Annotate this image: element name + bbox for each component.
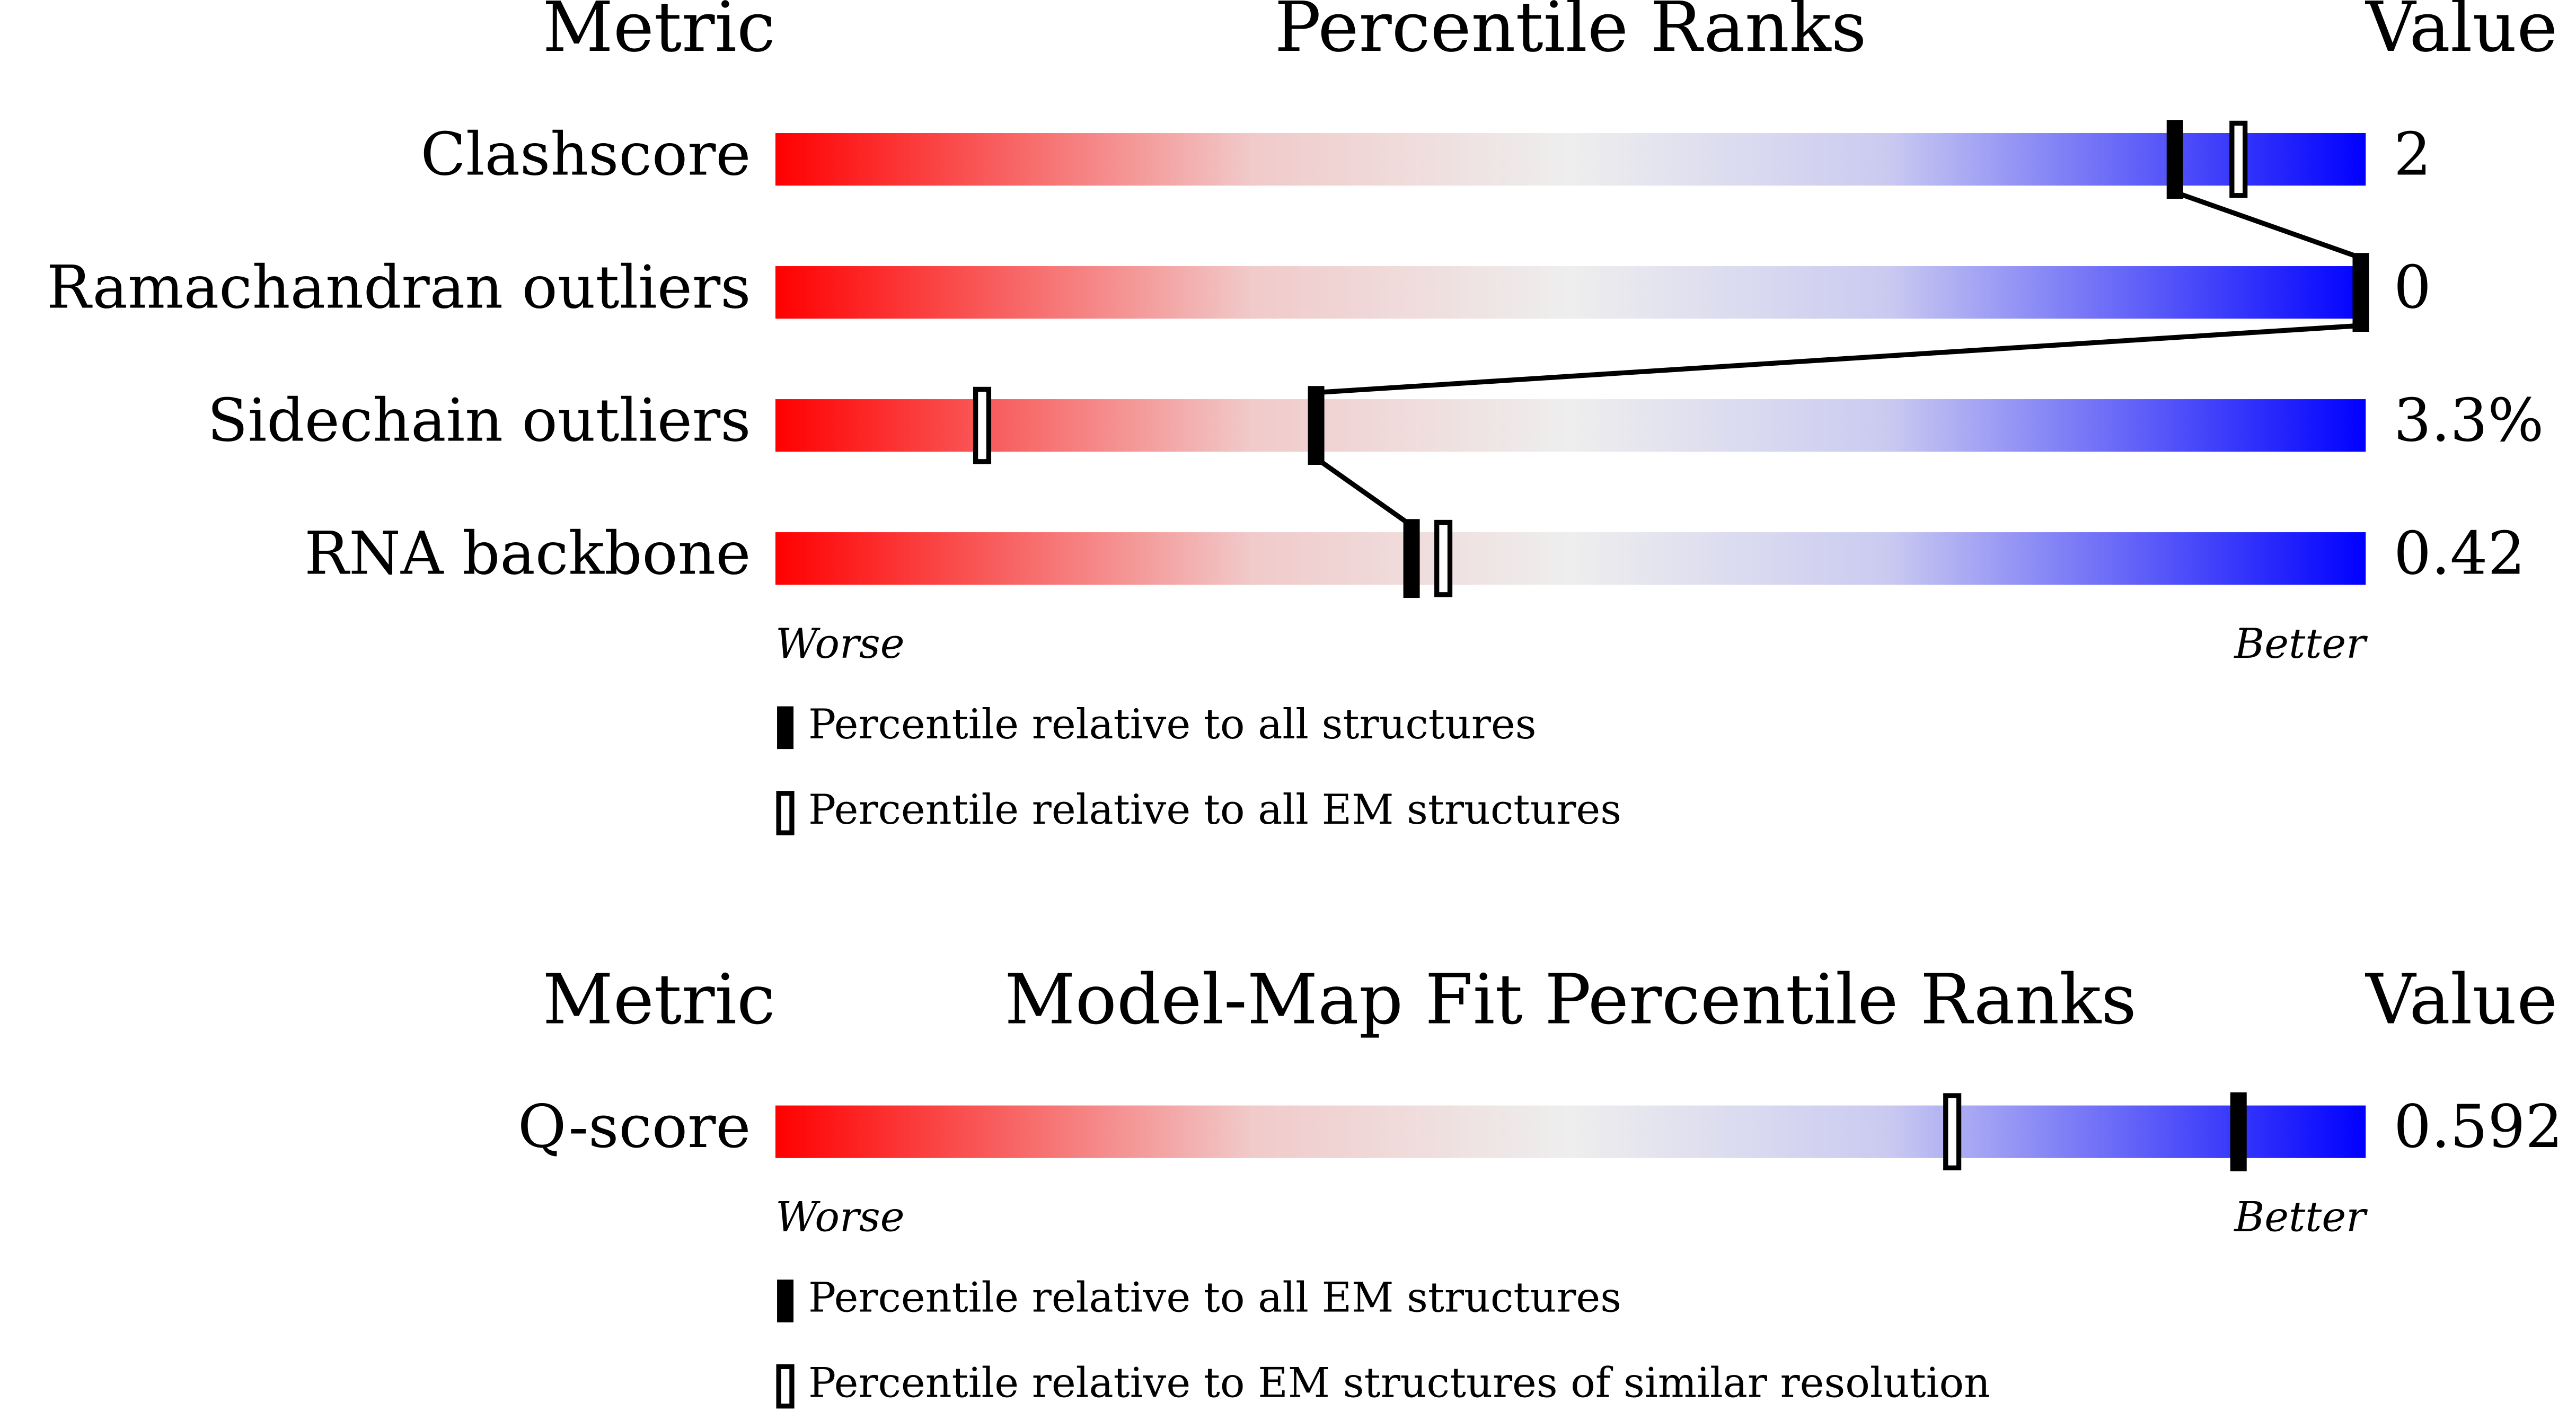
metric-header: Metric: [543, 0, 775, 67]
legend-swatch: [776, 791, 795, 835]
metric-value: 3.3%: [2394, 386, 2544, 455]
legend-label: Percentile relative to all EM structures: [808, 1274, 1621, 1321]
metric-label: Sidechain outliers: [207, 386, 751, 455]
legend-swatch: [776, 1364, 795, 1409]
percentile-marker: [2230, 1092, 2247, 1171]
metric-label: Q-score: [518, 1092, 751, 1161]
connector: [1316, 322, 2366, 395]
percentile-bar: [775, 266, 2366, 319]
legend-label: Percentile relative to EM structures of …: [808, 1360, 1990, 1407]
percentile-bar: [775, 1105, 2366, 1158]
legend-swatch: [777, 1280, 794, 1322]
metric-header: Metric: [543, 959, 775, 1040]
percentile-marker: [1434, 519, 1453, 597]
metric-value: 0.592: [2394, 1092, 2563, 1161]
metric-value: 0: [2394, 253, 2431, 322]
percentile-marker: [973, 386, 992, 464]
metric-label: Ramachandran outliers: [47, 253, 751, 322]
better-label: Better: [2233, 620, 2368, 668]
worse-label: Worse: [775, 1194, 905, 1241]
percentile-marker: [2166, 120, 2183, 199]
legend-label: Percentile relative to all structures: [808, 701, 1537, 748]
worse-label: Worse: [775, 620, 905, 668]
percentile-marker: [2229, 120, 2248, 198]
percentile-bar: [775, 133, 2366, 186]
percentile-bar: [775, 399, 2366, 452]
percentile-bar: [775, 532, 2366, 585]
legend-label: Percentile relative to all EM structures: [808, 786, 1621, 834]
better-label: Better: [2233, 1194, 2368, 1241]
value-header: Value: [2365, 959, 2557, 1040]
percentile-marker: [1943, 1093, 1962, 1171]
metric-value: 0.42: [2394, 519, 2525, 588]
value-header: Value: [2365, 0, 2557, 67]
metric-label: Clashscore: [420, 120, 751, 189]
chart-title: Percentile Ranks: [1275, 0, 1867, 67]
legend-swatch: [777, 706, 794, 749]
chart-title: Model-Map Fit Percentile Ranks: [1004, 959, 2137, 1040]
connector: [1315, 456, 1413, 528]
percentile-marker: [1308, 386, 1325, 465]
metric-label: RNA backbone: [304, 519, 751, 588]
metric-value: 2: [2394, 120, 2431, 189]
percentile-marker: [2352, 253, 2369, 332]
percentile-marker: [1403, 519, 1420, 598]
connector: [2174, 190, 2367, 262]
